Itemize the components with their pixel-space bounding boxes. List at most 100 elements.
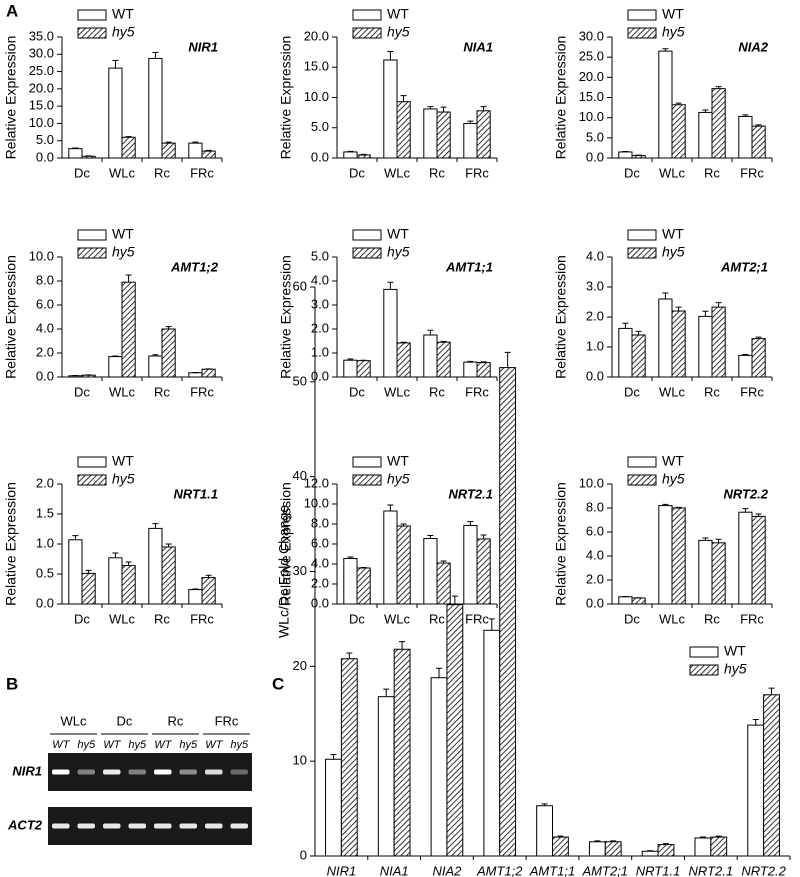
gel-band xyxy=(205,769,223,775)
error-bar xyxy=(360,153,367,155)
y-tick-label: 1.0 xyxy=(36,535,54,550)
bar xyxy=(148,527,163,605)
error-bar xyxy=(742,114,749,117)
bar xyxy=(631,334,646,378)
gel-lane-label: WT xyxy=(154,739,172,751)
bar xyxy=(499,367,517,857)
y-tick-label: 5.0 xyxy=(586,129,604,144)
x-tick-label: AMT1;1 xyxy=(529,863,576,877)
y-tick-label: 0.5 xyxy=(36,565,54,580)
gel-band xyxy=(77,823,95,829)
y-tick-label: 4.0 xyxy=(586,248,604,263)
gel-band xyxy=(230,769,248,775)
bar xyxy=(763,694,780,857)
bar xyxy=(108,67,123,159)
error-bar xyxy=(347,150,354,152)
y-axis-label: Relative Expression xyxy=(3,482,19,606)
error-bar xyxy=(755,336,762,339)
y-tick-label: 1.5 xyxy=(36,505,54,520)
x-tick-label: Dc xyxy=(624,384,640,399)
y-tick-label: 35.0 xyxy=(29,28,54,43)
bar xyxy=(343,151,358,159)
bar xyxy=(658,50,673,159)
bar xyxy=(108,356,123,378)
chart-title: AMT1;2 xyxy=(170,259,219,274)
legend-label: hy5 xyxy=(112,24,135,40)
x-tick-label: WLc xyxy=(109,384,136,399)
x-tick-label: WLc xyxy=(659,384,686,399)
y-tick-label: 4.0 xyxy=(36,320,54,335)
error-bar xyxy=(427,329,434,335)
y-tick-label: 10.0 xyxy=(304,89,329,104)
y-tick-label: 60 xyxy=(293,278,307,293)
bar xyxy=(377,696,395,857)
bar xyxy=(343,558,358,605)
legend-swatch xyxy=(689,646,719,658)
legend-label: hy5 xyxy=(387,471,410,487)
x-tick-label: Dc xyxy=(349,165,365,180)
error-bar xyxy=(635,330,642,335)
legend-label: hy5 xyxy=(662,24,685,40)
bar xyxy=(698,111,713,159)
error-bar xyxy=(400,341,407,343)
x-tick-label: FRc xyxy=(740,384,764,399)
x-tick-label: Dc xyxy=(624,611,640,626)
bar xyxy=(108,557,123,605)
error-bar xyxy=(752,718,759,726)
bar xyxy=(446,604,464,857)
error-bar xyxy=(125,274,132,283)
legend-label: WT xyxy=(112,226,134,242)
legend-swatch xyxy=(627,27,657,39)
gel-lane-label: hy5 xyxy=(128,739,147,751)
bar xyxy=(631,597,646,605)
y-tick-label: 0.0 xyxy=(586,595,604,610)
bar xyxy=(325,758,342,857)
bar xyxy=(430,677,448,857)
bar xyxy=(711,306,726,378)
gel-row-label: ACT2 xyxy=(7,817,43,832)
bar xyxy=(188,589,203,605)
legend-label: hy5 xyxy=(724,661,747,677)
y-tick-label: 8.0 xyxy=(36,272,54,287)
error-bar xyxy=(702,537,709,541)
bar xyxy=(436,562,451,605)
bar xyxy=(641,850,659,857)
bar xyxy=(396,342,411,378)
error-bar xyxy=(504,351,511,368)
gel-band xyxy=(128,823,146,829)
y-tick-label: 15.0 xyxy=(579,89,604,104)
error-bar xyxy=(440,340,447,343)
bar xyxy=(148,355,163,378)
legend-swatch xyxy=(627,474,657,486)
y-axis-label: Relative Expression xyxy=(553,255,569,379)
bar xyxy=(738,511,753,605)
legend-swatch xyxy=(352,247,382,259)
gel-group-label: WLc xyxy=(61,713,88,728)
x-tick-label: NRT2.1 xyxy=(689,863,734,877)
legend-swatch xyxy=(77,474,107,486)
bar xyxy=(476,538,491,605)
bar xyxy=(476,110,491,159)
y-tick-label: 6.0 xyxy=(311,535,329,550)
y-tick-label: 5.0 xyxy=(311,248,329,263)
y-axis-label: Relative Expression xyxy=(553,36,569,160)
legend-label: hy5 xyxy=(112,244,135,260)
error-bar xyxy=(440,106,447,113)
legend-swatch xyxy=(77,456,107,468)
x-tick-label: Dc xyxy=(74,165,90,180)
y-tick-label: 0.0 xyxy=(586,149,604,164)
error-bar xyxy=(400,523,407,526)
error-bar xyxy=(192,588,199,590)
y-tick-label: 1.0 xyxy=(586,338,604,353)
y-axis-label: Relative Expression xyxy=(278,255,294,379)
y-tick-label: 20.0 xyxy=(579,69,604,84)
error-bar xyxy=(610,840,617,842)
bar xyxy=(383,59,398,159)
y-tick-label: 8.0 xyxy=(586,499,604,514)
x-tick-label: NRT2.2 xyxy=(741,863,786,877)
y-tick-label: 4.0 xyxy=(311,272,329,287)
error-bar xyxy=(152,523,159,529)
bar xyxy=(631,155,646,159)
legend-swatch xyxy=(77,229,107,241)
error-bar xyxy=(742,508,749,513)
